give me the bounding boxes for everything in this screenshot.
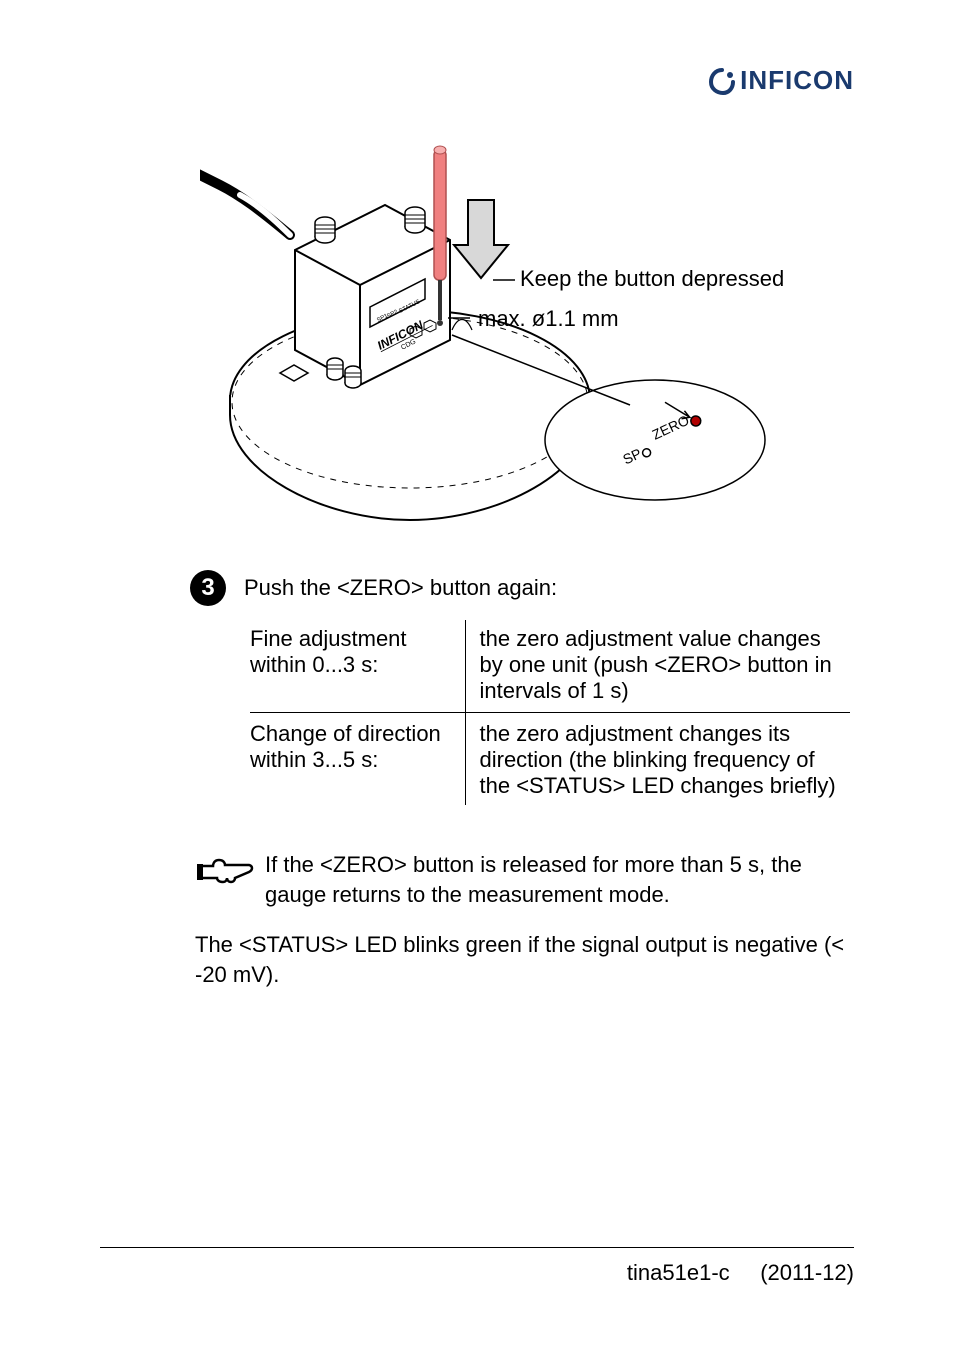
callout-max-diameter: max. ø1.1 mm xyxy=(478,306,619,332)
table-row: Change of direction within 3...5 s: the … xyxy=(250,713,850,806)
step-3: 3 Push the <ZERO> button again: xyxy=(190,570,557,606)
page: INFICON xyxy=(0,0,954,1348)
cell-fine-adjust-desc: the zero adjustment value changes by one… xyxy=(465,620,850,713)
cell-fine-adjust-label: Fine adjustment within 0...3 s: xyxy=(250,620,465,713)
brand-name: INFICON xyxy=(740,65,854,96)
footer-rule xyxy=(100,1247,854,1248)
footer-doc-id: tina51e1-c xyxy=(627,1260,730,1285)
brand-logo: INFICON xyxy=(708,65,854,96)
device-diagram: SP1 SP2 STATUS INFICON CDG xyxy=(200,140,820,530)
footer-date: (2011-12) xyxy=(760,1260,854,1285)
brand-swirl-icon xyxy=(708,67,736,95)
step-3-text: Push the <ZERO> button again: xyxy=(244,575,557,601)
pointing-hand-icon xyxy=(195,852,255,895)
note-block: If the <ZERO> button is released for mor… xyxy=(195,850,855,909)
cell-change-dir-label: Change of direction within 3...5 s: xyxy=(250,713,465,806)
status-led-paragraph: The <STATUS> LED blinks green if the sig… xyxy=(195,930,855,989)
callout-keep-depressed: Keep the button depressed xyxy=(520,266,784,292)
note-text: If the <ZERO> button is released for mor… xyxy=(265,850,855,909)
detail-inset: SP ZERO xyxy=(545,380,765,500)
down-arrow-icon xyxy=(454,200,508,278)
table-row: Fine adjustment within 0...3 s: the zero… xyxy=(250,620,850,713)
footer-text: tina51e1-c (2011-12) xyxy=(627,1260,854,1286)
step-number-badge: 3 xyxy=(190,570,226,606)
zero-adjust-table: Fine adjustment within 0...3 s: the zero… xyxy=(250,620,850,805)
cell-change-dir-desc: the zero adjustment changes its directio… xyxy=(465,713,850,806)
